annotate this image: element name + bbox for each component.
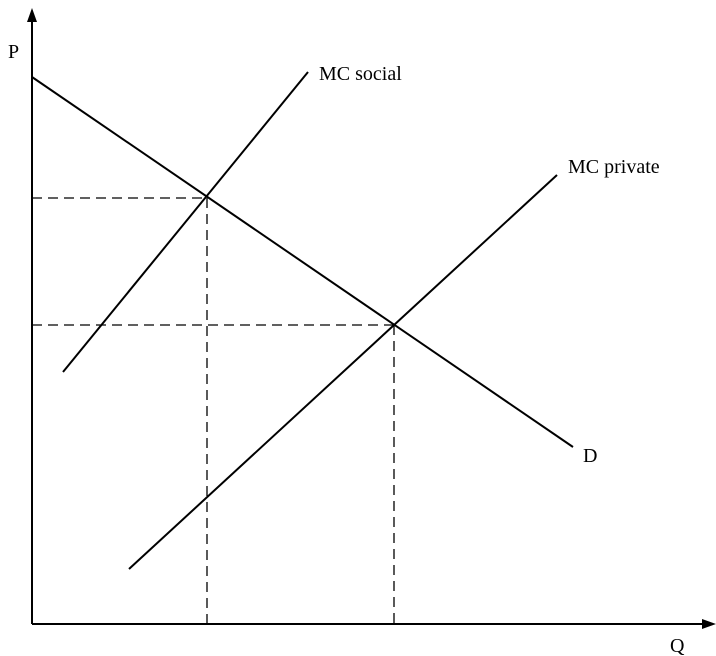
mc-private-label: MC private	[568, 156, 660, 178]
mc-private-curve	[128, 174, 558, 570]
x-axis-label: Q	[670, 635, 685, 656]
y-axis-arrowhead	[27, 8, 37, 22]
demand-curve	[31, 76, 574, 448]
mc-social-curve	[62, 71, 309, 373]
demand-label: D	[583, 445, 597, 467]
y-axis-label: P	[8, 41, 19, 63]
mc-social-label: MC social	[319, 63, 402, 85]
x-axis-arrowhead	[702, 619, 716, 629]
